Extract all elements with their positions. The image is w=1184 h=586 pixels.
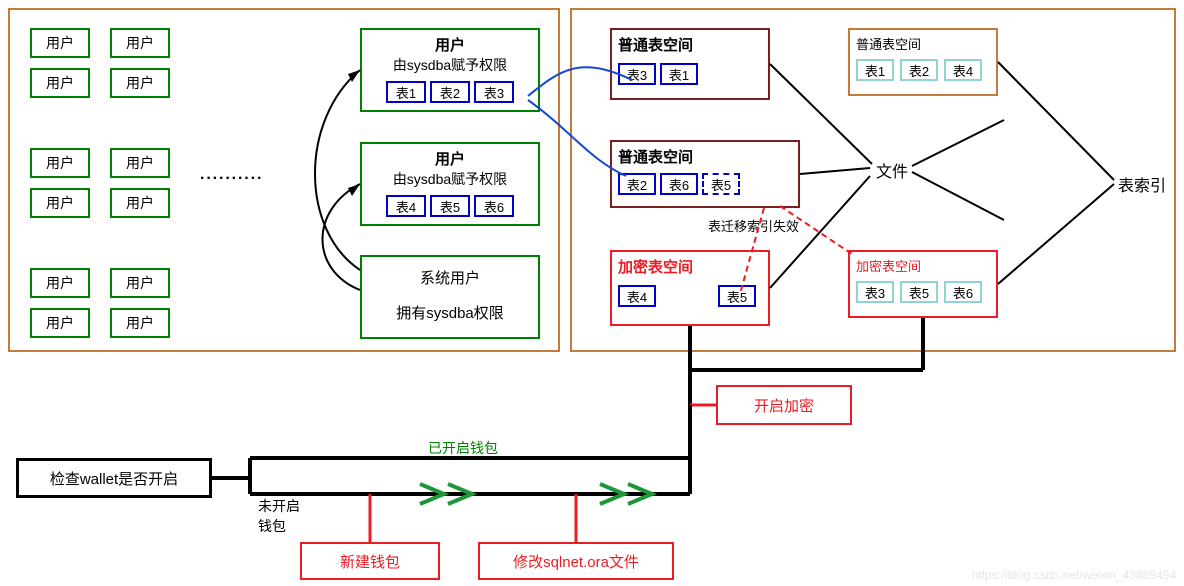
user-block-subtitle: 由sysdba赋予权限 — [362, 55, 538, 75]
user-block: 用户由sysdba赋予权限表1表2表3 — [360, 28, 540, 112]
enc-tsr-title: 加密表空间 — [856, 256, 990, 275]
wallet-off-label-2: 钱包 — [258, 516, 286, 536]
table-cell: 表5 — [702, 173, 740, 195]
migration-note: 表迁移索引失效 — [708, 216, 799, 235]
user-box: 用户 — [30, 148, 90, 178]
user-box: 用户 — [110, 188, 170, 218]
enc-tsr-tables: 表3 表5 表6 — [856, 281, 990, 303]
table-cell: 表3 — [856, 281, 894, 303]
watermark: https://blog.csdn.net/weixin_43889494 — [972, 568, 1176, 582]
table-cell: 表6 — [944, 281, 982, 303]
user-box: 用户 — [30, 28, 90, 58]
user-block-tables: 表1表2表3 — [362, 81, 538, 103]
wallet-check-box: 检查wallet是否开启 — [16, 458, 212, 498]
table-cell: 表1 — [856, 59, 894, 81]
table-cell: 表5 — [718, 285, 756, 307]
table-cell: 表2 — [430, 81, 470, 103]
index-label: 表索引 — [1118, 172, 1166, 196]
user-block-tables: 表4表5表6 — [362, 195, 538, 217]
table-cell: 表2 — [900, 59, 938, 81]
table-cell: 表1 — [660, 63, 698, 85]
encrypted-tablespace-1: 加密表空间 表4 表5 — [610, 250, 770, 326]
enable-encryption-box: 开启加密 — [716, 385, 852, 425]
user-block-title: 用户 — [362, 34, 538, 55]
normal-tsr-title: 普通表空间 — [856, 34, 990, 53]
user-box: 用户 — [110, 268, 170, 298]
enc-ts1-title: 加密表空间 — [618, 256, 762, 277]
modify-sqlnet-box: 修改sqlnet.ora文件 — [478, 542, 674, 580]
table-cell: 表2 — [618, 173, 656, 195]
user-block-subtitle: 由sysdba赋予权限 — [362, 169, 538, 189]
enable-encryption-label: 开启加密 — [754, 395, 814, 416]
new-wallet-label: 新建钱包 — [340, 551, 400, 572]
table-cell: 表4 — [618, 285, 656, 307]
table-cell: 表5 — [900, 281, 938, 303]
table-cell: 表3 — [474, 81, 514, 103]
normal-tablespace-1: 普通表空间 表3表1 — [610, 28, 770, 100]
file-label: 文件 — [876, 158, 908, 182]
table-cell: 表4 — [386, 195, 426, 217]
table-cell: 表5 — [430, 195, 470, 217]
table-cell: 表6 — [660, 173, 698, 195]
enc-ts1-tables: 表4 表5 — [618, 285, 762, 307]
user-block: 用户由sysdba赋予权限表4表5表6 — [360, 142, 540, 226]
system-user-block: 系统用户 拥有sysdba权限 — [360, 255, 540, 339]
system-user-subtitle: 拥有sysdba权限 — [362, 302, 538, 323]
user-block-title: 用户 — [362, 148, 538, 169]
new-wallet-box: 新建钱包 — [300, 542, 440, 580]
table-cell: 表4 — [944, 59, 982, 81]
user-box: 用户 — [30, 68, 90, 98]
normal-ts1-title: 普通表空间 — [618, 34, 762, 55]
table-cell: 表6 — [474, 195, 514, 217]
user-box: 用户 — [110, 68, 170, 98]
wallet-on-label: 已开启钱包 — [428, 438, 498, 458]
user-box: 用户 — [30, 268, 90, 298]
normal-tablespace-2: 普通表空间 表2表6表5 — [610, 140, 800, 208]
normal-ts1-tables: 表3表1 — [618, 63, 762, 85]
wallet-off-label-1: 未开启 — [258, 496, 300, 516]
user-box: 用户 — [110, 28, 170, 58]
modify-sqlnet-label: 修改sqlnet.ora文件 — [513, 551, 639, 572]
normal-tablespace-right: 普通表空间 表1 表2 表4 — [848, 28, 998, 96]
encrypted-tablespace-right: 加密表空间 表3 表5 表6 — [848, 250, 998, 318]
normal-ts2-tables: 表2表6表5 — [618, 173, 792, 195]
user-box: 用户 — [110, 148, 170, 178]
table-cell: 表1 — [386, 81, 426, 103]
ellipsis-dots: ·········· — [200, 170, 263, 188]
user-box: 用户 — [30, 188, 90, 218]
table-cell: 表3 — [618, 63, 656, 85]
normal-ts2-title: 普通表空间 — [618, 146, 792, 167]
user-box: 用户 — [110, 308, 170, 338]
user-box: 用户 — [30, 308, 90, 338]
system-user-title: 系统用户 — [362, 267, 538, 288]
normal-tsr-tables: 表1 表2 表4 — [856, 59, 990, 81]
wallet-check-label: 检查wallet是否开启 — [50, 468, 178, 489]
